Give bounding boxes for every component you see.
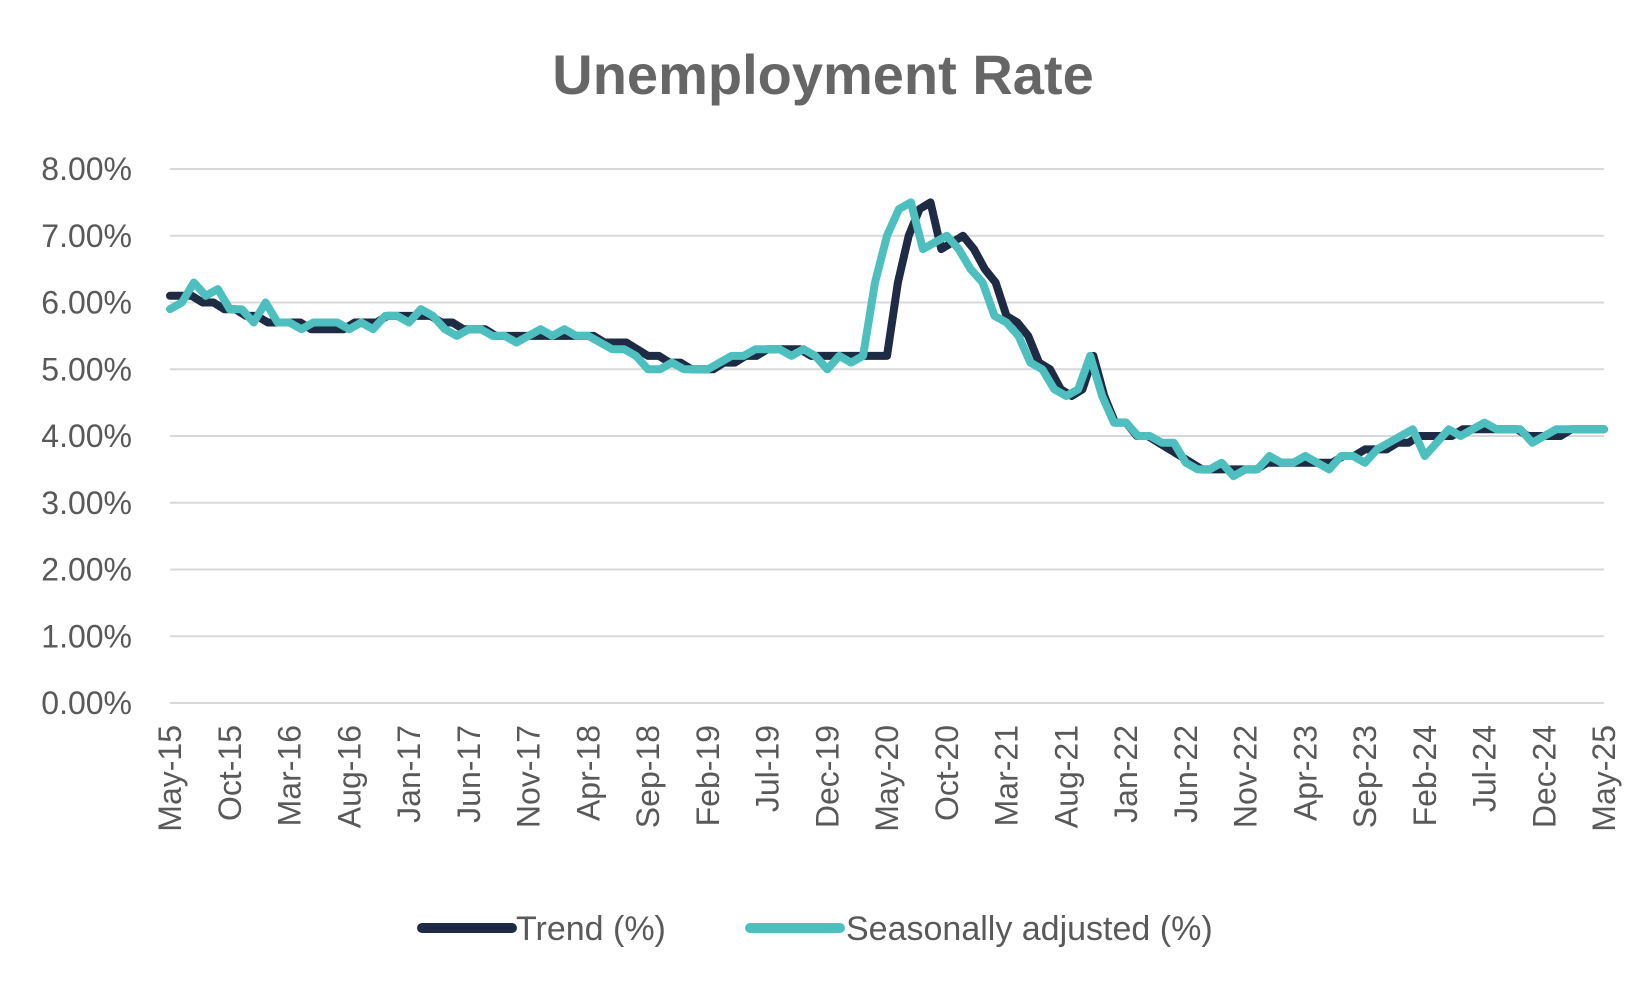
x-tick-label: Apr-23 bbox=[1287, 725, 1323, 821]
series-line-trend bbox=[166, 198, 1608, 474]
y-tick-label: 5.00% bbox=[41, 351, 132, 387]
x-tick-label: Mar-21 bbox=[989, 725, 1025, 826]
series-lines bbox=[166, 198, 1608, 481]
x-tick-label: Jun-22 bbox=[1168, 725, 1204, 823]
x-tick-label: Oct-20 bbox=[929, 725, 965, 821]
x-tick-label: Dec-24 bbox=[1526, 725, 1562, 828]
legend: Trend (%) Seasonally adjusted (%) bbox=[417, 910, 1213, 948]
x-tick-label: Dec-19 bbox=[809, 725, 845, 828]
x-tick-label: Jan-17 bbox=[391, 725, 427, 823]
y-tick-label: 2.00% bbox=[41, 552, 132, 588]
x-tick-label: Mar-16 bbox=[272, 725, 308, 826]
y-tick-label: 1.00% bbox=[41, 618, 132, 654]
x-tick-label: Jul-24 bbox=[1467, 725, 1503, 812]
y-tick-label: 4.00% bbox=[41, 418, 132, 454]
x-tick-label: Jun-17 bbox=[451, 725, 487, 823]
x-tick-label: Oct-15 bbox=[212, 725, 248, 821]
y-tick-label: 3.00% bbox=[41, 485, 132, 521]
x-tick-label: Aug-16 bbox=[331, 725, 367, 828]
x-tick-label: May-25 bbox=[1586, 725, 1622, 832]
x-tick-label: Nov-22 bbox=[1228, 725, 1264, 828]
legend-label-trend: Trend (%) bbox=[516, 910, 666, 948]
gridlines bbox=[170, 168, 1604, 704]
x-tick-label: Nov-17 bbox=[511, 725, 547, 828]
y-tick-label: 8.00% bbox=[41, 151, 132, 187]
series-line-seasonally-adjusted bbox=[166, 198, 1608, 481]
y-tick-label: 6.00% bbox=[41, 285, 132, 321]
y-tick-label: 7.00% bbox=[41, 218, 132, 254]
x-tick-label: Aug-21 bbox=[1048, 725, 1084, 828]
y-axis-tick-labels: 0.00% 1.00% 2.00% 3.00% 4.00% 5.00% 6.00% 7.00%… bbox=[41, 151, 132, 721]
x-tick-label: Feb-19 bbox=[690, 725, 726, 826]
x-tick-label: Sep-23 bbox=[1347, 725, 1383, 828]
x-tick-label: Jul-19 bbox=[750, 725, 786, 812]
legend-label-seasonally-adjusted: Seasonally adjusted (%) bbox=[846, 910, 1213, 948]
x-tick-label: Feb-24 bbox=[1407, 725, 1443, 826]
x-axis-tick-labels: May-15 Oct-15 Mar-16 Aug-16 Jan-17 Jun-17 Nov-… bbox=[152, 725, 1622, 832]
x-tick-label: May-20 bbox=[869, 725, 905, 832]
x-tick-label: Sep-18 bbox=[630, 725, 666, 828]
x-tick-label: May-15 bbox=[152, 725, 188, 832]
x-tick-label: Jan-22 bbox=[1108, 725, 1144, 823]
x-tick-label: Apr-18 bbox=[570, 725, 606, 821]
chart-title: Unemployment Rate bbox=[552, 43, 1093, 106]
y-tick-label: 0.00% bbox=[41, 685, 132, 721]
